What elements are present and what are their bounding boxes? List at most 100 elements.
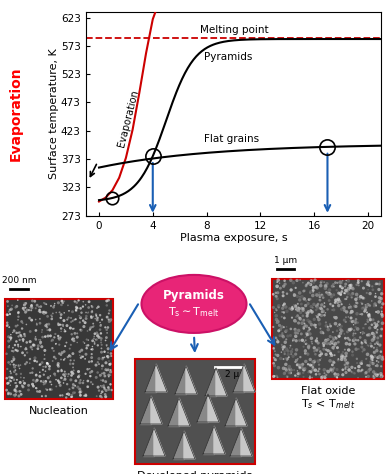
Text: Melting point: Melting point <box>200 26 268 36</box>
Point <box>63 339 70 346</box>
Point <box>379 356 385 363</box>
Point <box>335 356 342 364</box>
Point <box>366 368 372 375</box>
Point <box>46 365 53 373</box>
Point <box>353 336 359 344</box>
Point <box>312 350 319 358</box>
Point <box>55 361 61 369</box>
Point <box>69 369 75 376</box>
Point <box>326 289 332 296</box>
Point <box>99 316 105 323</box>
Point <box>329 349 335 357</box>
Text: Evaporation: Evaporation <box>9 66 23 161</box>
Point <box>68 372 75 379</box>
Point <box>74 299 80 306</box>
Point <box>33 371 39 378</box>
Point <box>309 361 315 369</box>
Point <box>280 355 287 363</box>
Point <box>85 309 91 317</box>
Point <box>303 358 309 365</box>
Point <box>302 347 308 355</box>
Point <box>42 363 49 371</box>
Point <box>91 335 97 342</box>
Point <box>38 338 44 346</box>
Point <box>294 304 300 312</box>
Text: Pyramids: Pyramids <box>204 52 252 62</box>
Point <box>366 311 372 319</box>
Point <box>11 353 17 361</box>
Point <box>91 338 98 346</box>
Point <box>296 370 302 377</box>
Point <box>310 364 316 371</box>
Point <box>291 292 298 299</box>
Point <box>288 365 294 372</box>
Point <box>275 317 281 324</box>
Point <box>305 343 312 351</box>
Point <box>329 338 336 346</box>
Point <box>49 336 56 344</box>
Point <box>94 332 100 339</box>
Point <box>37 339 44 347</box>
Point <box>77 326 83 334</box>
Point <box>85 383 91 391</box>
Point <box>358 338 364 346</box>
Point <box>336 302 342 310</box>
Point <box>365 367 371 375</box>
Point <box>335 322 341 330</box>
Point <box>361 294 367 302</box>
Point <box>350 337 357 344</box>
Point <box>374 339 380 346</box>
Point <box>96 334 102 341</box>
Point <box>327 340 333 347</box>
Point <box>347 309 354 317</box>
Point <box>281 323 287 331</box>
Point <box>80 353 86 360</box>
Point <box>354 291 360 298</box>
Point <box>105 349 111 356</box>
Point <box>43 385 49 393</box>
Point <box>314 346 320 354</box>
Polygon shape <box>145 364 156 392</box>
Point <box>21 306 27 314</box>
Point <box>303 302 309 310</box>
Point <box>337 325 343 332</box>
Point <box>288 305 294 313</box>
Point <box>367 365 373 373</box>
Point <box>340 277 346 284</box>
Point <box>360 294 366 302</box>
Point <box>332 333 338 341</box>
Point <box>80 317 86 324</box>
Point <box>51 303 57 311</box>
Point <box>319 278 325 285</box>
Point <box>98 376 104 384</box>
Text: Flat grains: Flat grains <box>204 134 259 144</box>
Point <box>281 309 287 316</box>
Point <box>14 347 21 355</box>
Point <box>279 342 285 349</box>
Point <box>282 348 288 356</box>
Point <box>342 354 348 361</box>
Point <box>315 345 322 352</box>
Text: $\mathregular{T_s \sim T_{melt}}$: $\mathregular{T_s \sim T_{melt}}$ <box>168 305 220 319</box>
Point <box>295 329 301 337</box>
Point <box>314 302 320 310</box>
Point <box>354 299 360 307</box>
Point <box>327 333 333 340</box>
Point <box>280 309 287 316</box>
Point <box>7 361 14 368</box>
Point <box>359 330 366 337</box>
Point <box>352 323 359 331</box>
Point <box>306 296 312 303</box>
Point <box>329 283 335 290</box>
Point <box>44 326 50 334</box>
Point <box>11 355 17 363</box>
Point <box>301 366 307 374</box>
Point <box>37 308 43 316</box>
Point <box>89 323 95 331</box>
Point <box>61 348 67 356</box>
Point <box>320 308 326 315</box>
Point <box>286 365 292 373</box>
Point <box>21 299 27 307</box>
Point <box>340 371 346 379</box>
Point <box>64 322 70 329</box>
